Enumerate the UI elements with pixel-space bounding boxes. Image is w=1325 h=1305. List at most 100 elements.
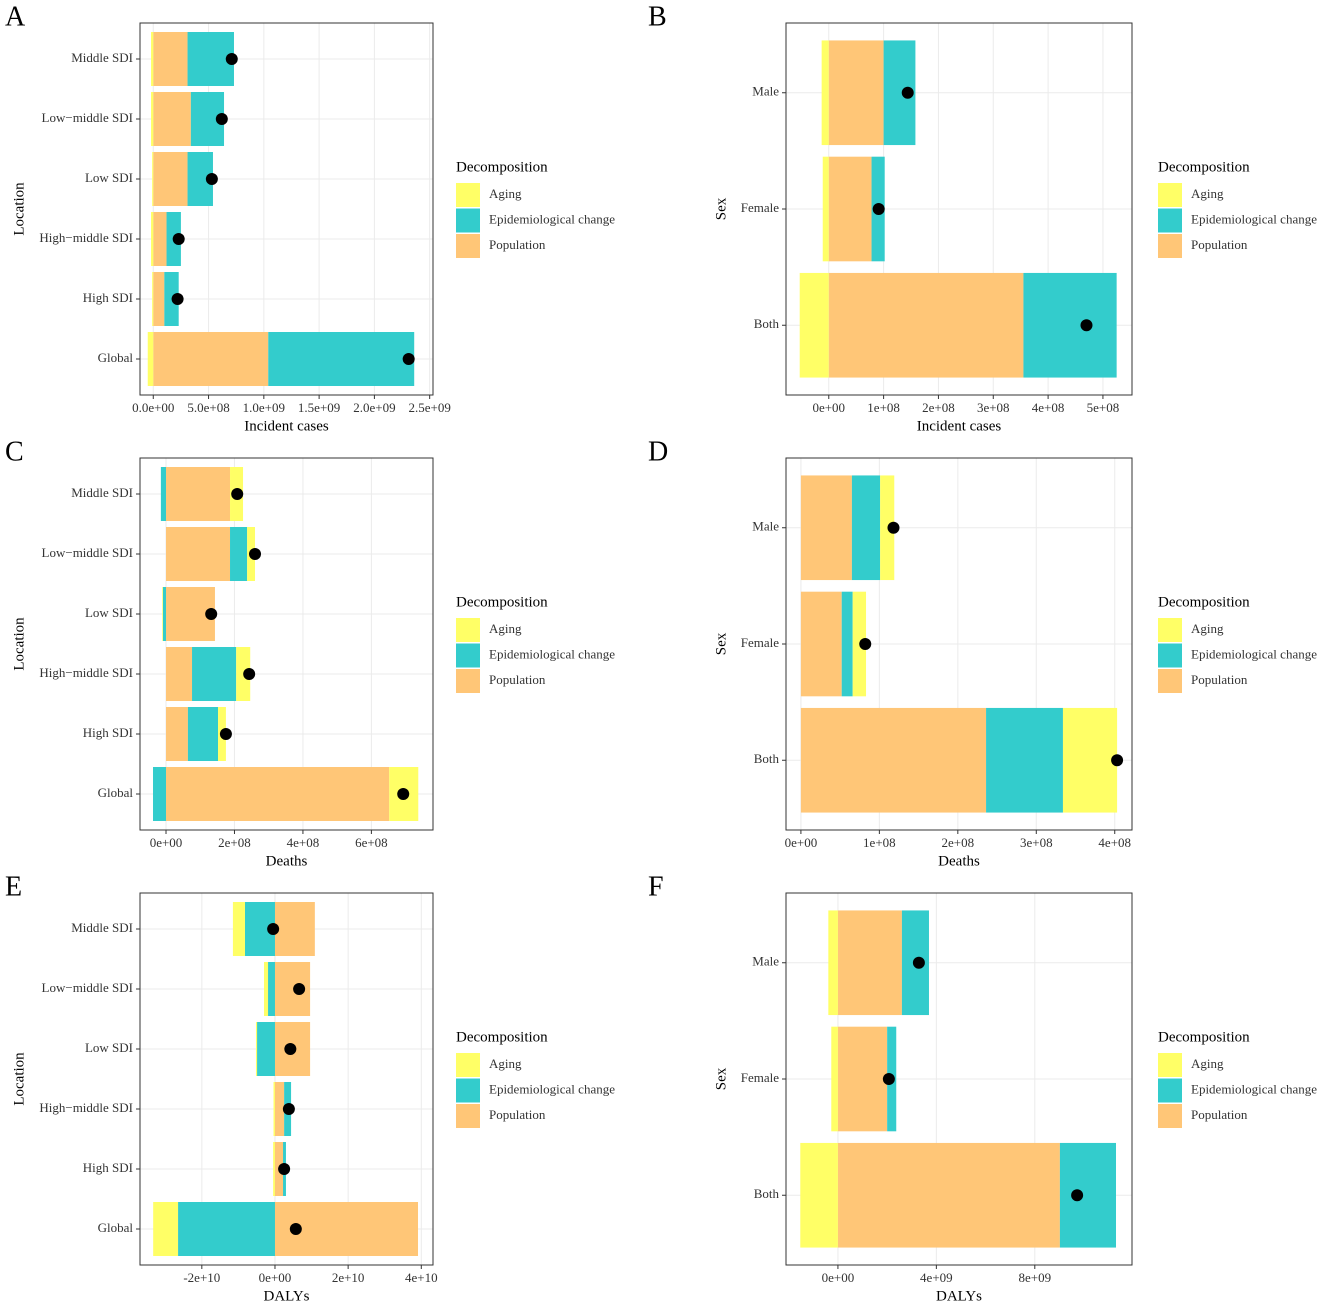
bar-segment: [255, 1022, 258, 1076]
x-tick-label: 4e+08: [1032, 400, 1065, 415]
panel-letter: E: [5, 871, 22, 902]
bar-segment: [178, 1202, 275, 1256]
x-tick-label: 3e+08: [977, 400, 1010, 415]
panel-letter: F: [648, 871, 664, 902]
panel: 0.0e+00 5.0e+08 1.0e+09 1.5e+09 2.0e+09 2.5e+…: [5, 1, 615, 434]
x-axis-title: DALYs: [264, 1288, 310, 1304]
bar-segment: [151, 92, 154, 146]
x-tick-label: 5.0e+08: [187, 400, 229, 415]
bar-segment: [799, 272, 829, 378]
bar-segment: [841, 591, 853, 697]
x-axis-title: DALYs: [936, 1288, 982, 1304]
y-tick-label: Both: [754, 1186, 780, 1201]
legend-label: Epidemiological change: [1191, 646, 1317, 661]
x-tick-label: 2.0e+09: [353, 400, 395, 415]
y-tick-label: Male: [752, 954, 779, 969]
y-tick-label: High−middle SDI: [39, 1100, 133, 1115]
plot-border: [139, 892, 434, 1266]
bar-segment: [837, 1142, 1060, 1248]
bar-segment: [153, 32, 188, 86]
bar-segment: [152, 272, 154, 326]
total-dot: [887, 521, 900, 534]
y-tick-label: Global: [98, 1220, 134, 1235]
legend-swatch: [456, 618, 480, 642]
bar-segment: [851, 475, 881, 581]
plot-border: [139, 457, 434, 831]
total-dot: [267, 923, 280, 935]
bar-segment: [1023, 272, 1117, 378]
total-dot: [397, 788, 410, 800]
bar-segment: [257, 1022, 275, 1076]
legend-swatch: [456, 183, 480, 207]
y-axis-title: Location: [11, 182, 27, 236]
y-tick-label: High SDI: [83, 290, 133, 305]
y-tick-label: Male: [752, 519, 779, 534]
total-dot: [882, 1073, 895, 1085]
legend: Decomposition Aging Epidemiological change…: [1158, 1029, 1317, 1128]
y-tick-label: Male: [752, 84, 779, 99]
bar-segment: [147, 332, 154, 386]
legend-label: Epidemiological change: [489, 1081, 615, 1096]
bar-segment: [831, 1026, 838, 1132]
total-dot: [225, 53, 238, 65]
legend-swatch: [1158, 1053, 1182, 1077]
legend-swatch: [456, 1053, 480, 1077]
bar-segment: [986, 707, 1063, 813]
bar-segment: [800, 707, 987, 813]
bar-segment: [800, 475, 852, 581]
legend-label: Epidemiological change: [1191, 211, 1317, 226]
total-dot: [219, 728, 232, 740]
bar-segment: [1059, 1142, 1117, 1248]
y-tick-label: Female: [741, 635, 779, 650]
x-tick-label: 2e+08: [942, 835, 975, 850]
total-dot: [243, 668, 256, 680]
total-dot: [172, 233, 185, 245]
legend-label: Population: [489, 672, 546, 687]
legend-swatch: [1158, 618, 1182, 642]
bar-segment: [837, 1026, 888, 1132]
bar-segment: [166, 647, 193, 701]
x-tick-label: 0e+00: [150, 835, 183, 850]
bar-segment: [268, 332, 415, 386]
x-tick-label: 5e+08: [1087, 400, 1120, 415]
legend-swatch: [1158, 1104, 1182, 1128]
y-tick-label: Low SDI: [85, 605, 133, 620]
panel-letter: A: [5, 1, 26, 32]
bar-segment: [822, 156, 829, 262]
panel: 0e+00 2e+08 4e+08 6e+08 Middle SDI Low−middle…: [5, 436, 615, 869]
bar-segment: [837, 910, 902, 1016]
plot-border: [785, 892, 1133, 1266]
legend-label: Epidemiological change: [489, 211, 615, 226]
legend-label: Aging: [1191, 186, 1224, 201]
x-tick-label: 8e+09: [1018, 1270, 1051, 1285]
y-tick-label: Global: [98, 785, 134, 800]
legend-swatch: [1158, 1078, 1182, 1103]
total-dot: [249, 548, 262, 560]
legend-label: Epidemiological change: [489, 646, 615, 661]
bar-segment: [153, 332, 269, 386]
x-axis-title: Incident cases: [917, 418, 1002, 434]
bar-segment: [151, 212, 154, 266]
bar-segment: [800, 1142, 838, 1248]
legend-label: Aging: [1191, 1056, 1224, 1071]
total-dot: [293, 983, 306, 995]
legend: Decomposition Aging Epidemiological change…: [456, 594, 615, 693]
legend: Decomposition Aging Epidemiological change…: [1158, 594, 1317, 693]
x-tick-label: 0e+00: [785, 835, 818, 850]
bar-segment: [152, 152, 154, 206]
legend-label: Epidemiological change: [1191, 1081, 1317, 1096]
bar-segment: [821, 40, 829, 146]
bar-segment: [153, 272, 165, 326]
legend-title: Decomposition: [1158, 594, 1250, 610]
bar-segment: [153, 152, 188, 206]
total-dot: [231, 488, 244, 500]
panel: 0e+00 4e+09 8e+09 Male Female Both DALYs Sex F De…: [648, 871, 1317, 1304]
y-tick-label: Middle SDI: [71, 920, 133, 935]
total-dot: [171, 293, 184, 305]
legend-label: Population: [1191, 237, 1248, 252]
bar-segment: [166, 767, 390, 821]
bar-segment: [273, 1082, 275, 1136]
panel: 0e+00 1e+08 2e+08 3e+08 4e+08 Male Female Both D…: [648, 436, 1317, 869]
x-tick-label: -2e+10: [183, 1270, 220, 1285]
total-dot: [278, 1163, 291, 1175]
